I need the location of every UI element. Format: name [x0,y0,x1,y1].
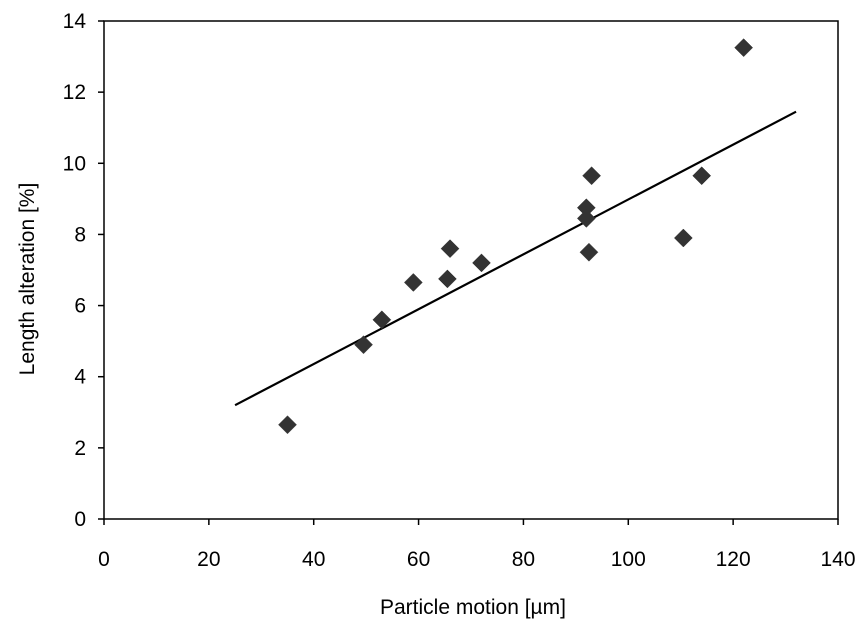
y-tick-label: 2 [74,437,86,460]
y-tick-label: 4 [74,366,86,389]
data-point [582,166,601,186]
data-point [472,253,491,273]
trendline [234,110,797,407]
x-tick-label: 20 [197,548,220,571]
y-tick-label: 10 [63,152,86,175]
x-tick-label: 60 [407,548,430,571]
data-point [692,166,712,186]
y-tick-label: 0 [74,508,86,531]
y-tick-label: 12 [63,81,86,104]
x-tick-label: 140 [820,548,855,571]
data-point [372,310,392,330]
axes: 0 20 40 60 80 100 120 140 0 2 4 6 8 10 12 14 [63,10,856,571]
x-tick-label: 120 [716,548,751,571]
data-points [278,38,753,435]
data-point [440,239,460,259]
data-point [438,269,457,289]
x-axis-title: Particle motion [µm] [380,596,566,619]
trendline-group [234,110,797,407]
y-tick-label: 14 [63,10,87,33]
data-point [673,228,693,248]
x-tick-label: 80 [512,548,535,571]
data-point [734,38,753,58]
x-tick-label: 100 [611,548,646,571]
plot-border [103,20,839,520]
y-tick-label: 8 [74,223,86,246]
y-axis-title: Length alteration [%] [16,183,39,376]
x-tick-label: 0 [98,548,110,571]
data-point [354,335,373,355]
data-point [579,242,599,262]
data-point [403,273,423,292]
data-point [278,415,297,435]
y-tick-label: 6 [74,295,86,318]
data-point [576,209,596,228]
x-tick-label: 40 [302,548,325,571]
